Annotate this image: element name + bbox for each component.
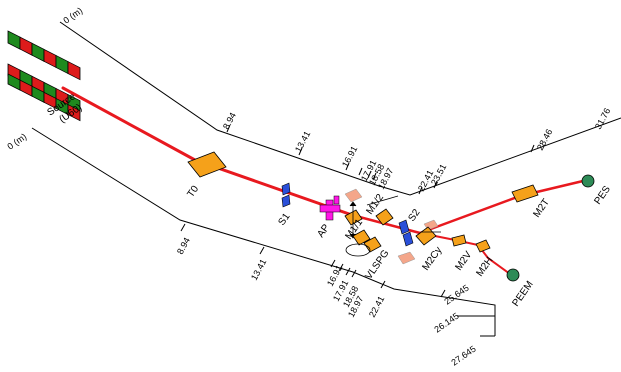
vlspg-label: VLSPG <box>363 248 391 282</box>
lower-scale-origin: 0 (m) <box>5 131 28 151</box>
lower-scale-tick: 13.41 <box>249 257 268 282</box>
m2t-label: M2T <box>531 197 551 220</box>
pes-endstation <box>581 174 595 188</box>
ap-label: AP <box>315 222 332 240</box>
m2cy-label: M2Cy <box>420 245 444 273</box>
m1-mirrors <box>344 208 394 226</box>
lower-scale-labels: 0 (m) 8.94 13.41 16.91 17.91 18.58 18.97… <box>5 131 477 367</box>
m2v-mirror <box>451 234 467 247</box>
m2h-mirror <box>475 239 491 253</box>
peem-label: PEEM <box>510 279 535 309</box>
vlspg-grating <box>352 229 382 253</box>
upper-scale-tick: 28.46 <box>535 127 554 152</box>
s1-slit <box>281 182 291 208</box>
source-undulator <box>7 30 81 122</box>
upper-scale-tick: 31.76 <box>593 106 612 131</box>
upper-scale-labels: 0 (m) 8.94 13.41 16.91 17.91 18.58 18.97… <box>61 5 612 193</box>
ap-aperture <box>319 195 341 221</box>
m2t-mirror <box>511 184 539 203</box>
m2h-label: M2H <box>474 255 495 279</box>
m2cy-mirror <box>415 226 441 246</box>
lower-scale-tick: 25.645 <box>442 283 470 307</box>
t0-mirror <box>187 151 227 178</box>
vlspg-rotation-icon <box>345 243 371 257</box>
lower-scale-tick: 27.645 <box>449 344 477 368</box>
upper-scale-tick: 8.94 <box>221 111 238 131</box>
beam-path <box>61 86 585 275</box>
lower-scale-tick: 8.94 <box>175 236 192 256</box>
peem-endstation <box>506 268 520 282</box>
m2v-label: M2V <box>453 249 474 272</box>
upper-scale-tick: 16.91 <box>340 144 359 169</box>
upper-scale-tick: 13.41 <box>293 129 312 154</box>
t0-label: T0 <box>185 183 201 199</box>
s1-label: S1 <box>276 211 292 228</box>
s2-slit <box>398 219 414 247</box>
upper-scale-origin: 0 (m) <box>61 5 84 25</box>
m1-motion-arrows <box>349 195 399 239</box>
lower-scale-tick: 26.145 <box>432 311 460 335</box>
pes-label: PES <box>592 184 613 207</box>
upper-distance-scale <box>59 21 621 196</box>
lower-distance-scale <box>31 127 496 337</box>
s2-label: S2 <box>406 207 422 224</box>
lower-scale-tick: 22.41 <box>367 294 386 319</box>
